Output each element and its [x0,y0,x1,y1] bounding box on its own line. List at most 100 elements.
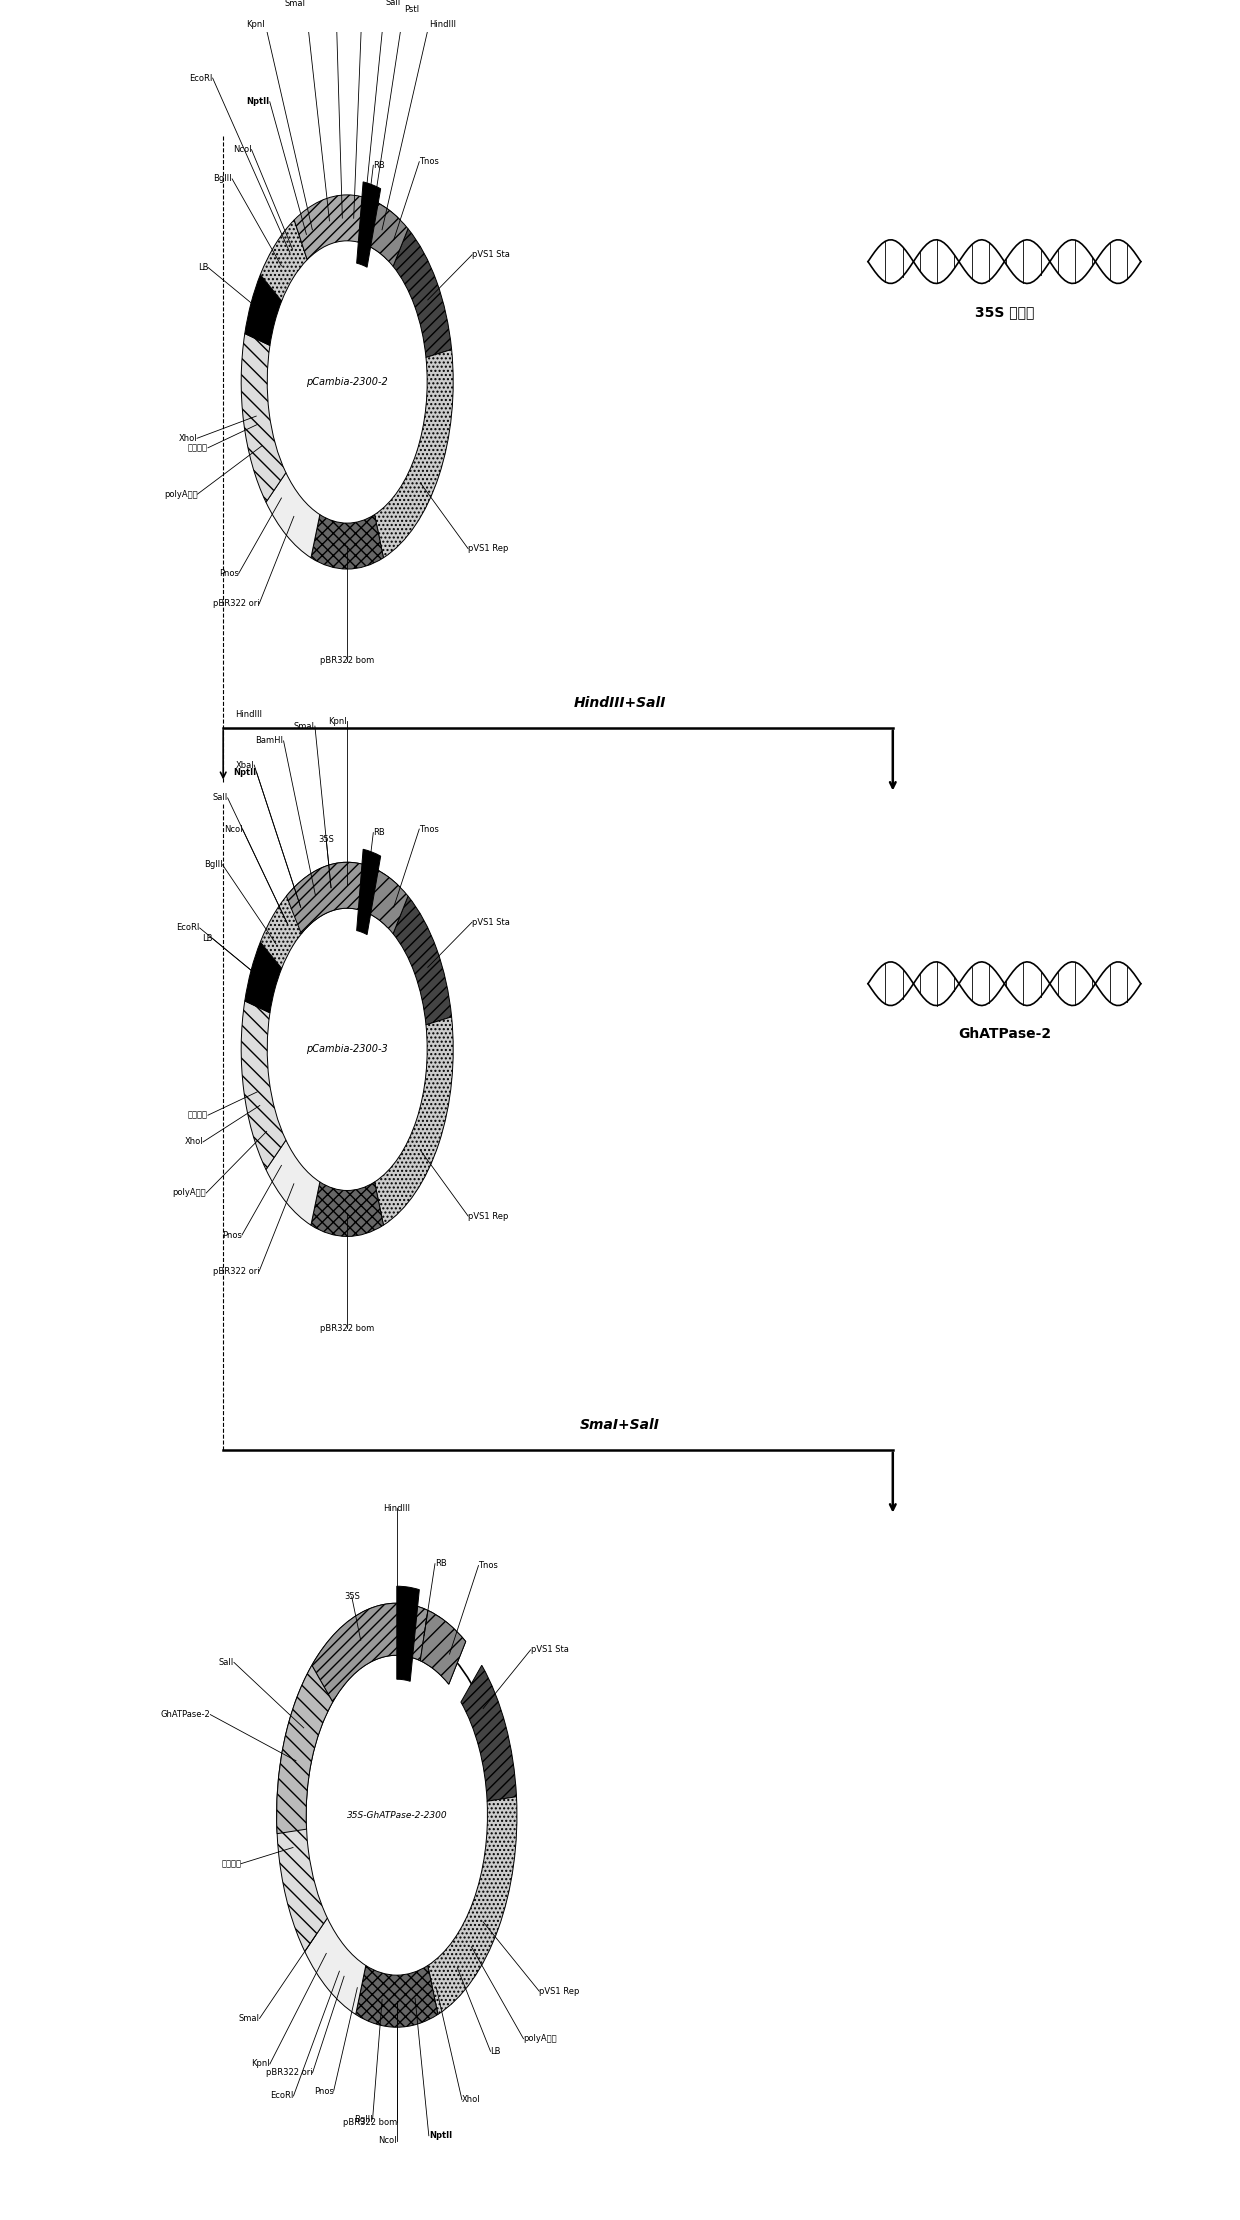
Text: GhATPase-2: GhATPase-2 [161,1709,211,1718]
Text: NcoI: NcoI [378,2136,397,2145]
Text: Tnos: Tnos [479,1561,498,1570]
Text: EcoRI: EcoRI [270,2091,294,2100]
Wedge shape [393,229,451,357]
Wedge shape [242,333,286,502]
Text: SmaI: SmaI [294,722,315,730]
Text: LB: LB [491,2047,501,2056]
Wedge shape [299,1632,351,1723]
Text: pBR322 bom: pBR322 bom [342,2118,397,2127]
Text: SmaI: SmaI [284,0,305,9]
Wedge shape [280,1694,322,1774]
Wedge shape [305,1918,366,2014]
Text: polyA信号: polyA信号 [523,2034,557,2042]
Wedge shape [244,275,281,346]
Text: SmaI: SmaI [238,2014,259,2022]
Text: HindIII: HindIII [429,20,456,29]
Text: polyA信号: polyA信号 [172,1188,206,1197]
Wedge shape [311,1181,383,1237]
Text: LB: LB [202,935,212,944]
Wedge shape [311,515,383,568]
Text: LB: LB [197,262,208,273]
Text: pBR322 ori: pBR322 ori [265,2069,312,2078]
Text: RB: RB [373,828,386,837]
Wedge shape [397,1587,419,1681]
Text: SmaI+SalI: SmaI+SalI [580,1419,660,1432]
Text: pBR322 bom: pBR322 bom [320,1323,374,1332]
Text: HindIII: HindIII [236,710,263,719]
Text: EcoRI: EcoRI [190,73,212,82]
Wedge shape [428,1796,517,2014]
Text: 35S: 35S [343,1592,360,1601]
Text: Pnos: Pnos [218,568,238,577]
Text: pVS1 Rep: pVS1 Rep [539,1987,579,1996]
Text: EcoRI: EcoRI [176,924,200,932]
Text: BglII: BglII [213,175,232,184]
Text: XhoI: XhoI [179,433,197,442]
Text: 卡那霉素: 卡那霉素 [188,444,208,453]
Text: PstI: PstI [404,4,419,13]
Wedge shape [277,1665,332,1834]
Text: SalI: SalI [212,793,228,801]
Text: RB: RB [435,1558,446,1567]
Text: KpnI: KpnI [247,20,265,29]
Wedge shape [357,850,381,935]
Text: XhoI: XhoI [463,2096,481,2105]
Wedge shape [244,941,281,1012]
Wedge shape [242,1001,286,1170]
Text: 35S-GhATPase-2-2300: 35S-GhATPase-2-2300 [346,1812,448,1820]
Wedge shape [294,195,401,260]
Text: Tnos: Tnos [419,158,439,166]
Text: NcoI: NcoI [224,826,243,835]
Text: NptII: NptII [247,98,270,107]
Text: Tnos: Tnos [419,824,439,832]
Text: NcoI: NcoI [233,144,252,153]
Wedge shape [260,220,308,302]
Text: Pnos: Pnos [314,2087,334,2096]
Text: pBR322 ori: pBR322 ori [212,599,259,608]
Wedge shape [368,868,408,935]
Wedge shape [356,1965,438,2027]
Text: pCambia-2300-3: pCambia-2300-3 [306,1043,388,1054]
Wedge shape [374,349,453,557]
Text: RB: RB [373,160,386,169]
Text: 卡那霉素: 卡那霉素 [221,1858,241,1869]
Text: NptII: NptII [429,2131,451,2140]
Text: pVS1 Rep: pVS1 Rep [469,1212,508,1221]
Text: XhoI: XhoI [185,1137,203,1146]
Wedge shape [420,1610,466,1685]
Text: pBR322 ori: pBR322 ori [212,1268,259,1276]
Wedge shape [357,182,381,266]
Wedge shape [337,1603,466,1685]
Wedge shape [368,202,408,266]
Text: pBR322 bom: pBR322 bom [320,657,374,666]
Text: polyA信号: polyA信号 [164,491,197,500]
Text: XbaI: XbaI [236,761,254,770]
Text: NptII: NptII [233,768,257,777]
Wedge shape [286,861,374,935]
Text: BamHI: BamHI [255,737,284,746]
Text: GhATPase-2: GhATPase-2 [957,1028,1052,1041]
Wedge shape [267,473,320,557]
Text: BglII: BglII [353,2116,372,2125]
Text: pVS1 Sta: pVS1 Sta [531,1645,568,1654]
Wedge shape [311,1603,428,1703]
Text: BglII: BglII [203,859,222,870]
Text: pCambia-2300-2: pCambia-2300-2 [306,377,388,386]
Text: SalI: SalI [386,0,401,7]
Text: KpnI: KpnI [329,717,347,726]
Wedge shape [267,1141,320,1225]
Wedge shape [260,888,308,968]
Wedge shape [294,861,401,928]
Wedge shape [277,1760,327,1951]
Text: pVS1 Sta: pVS1 Sta [472,917,510,926]
Text: pVS1 Rep: pVS1 Rep [469,544,508,553]
Text: SalI: SalI [218,1658,234,1667]
Text: HindIII: HindIII [383,1503,410,1512]
Text: 35S 启动子: 35S 启动子 [975,306,1034,320]
Text: HindIII+SalI: HindIII+SalI [574,697,666,710]
Text: pVS1 Sta: pVS1 Sta [472,251,510,260]
Text: KpnI: KpnI [252,2060,270,2069]
Wedge shape [393,897,451,1026]
Text: Pnos: Pnos [222,1230,242,1239]
Text: 35S: 35S [319,835,334,844]
